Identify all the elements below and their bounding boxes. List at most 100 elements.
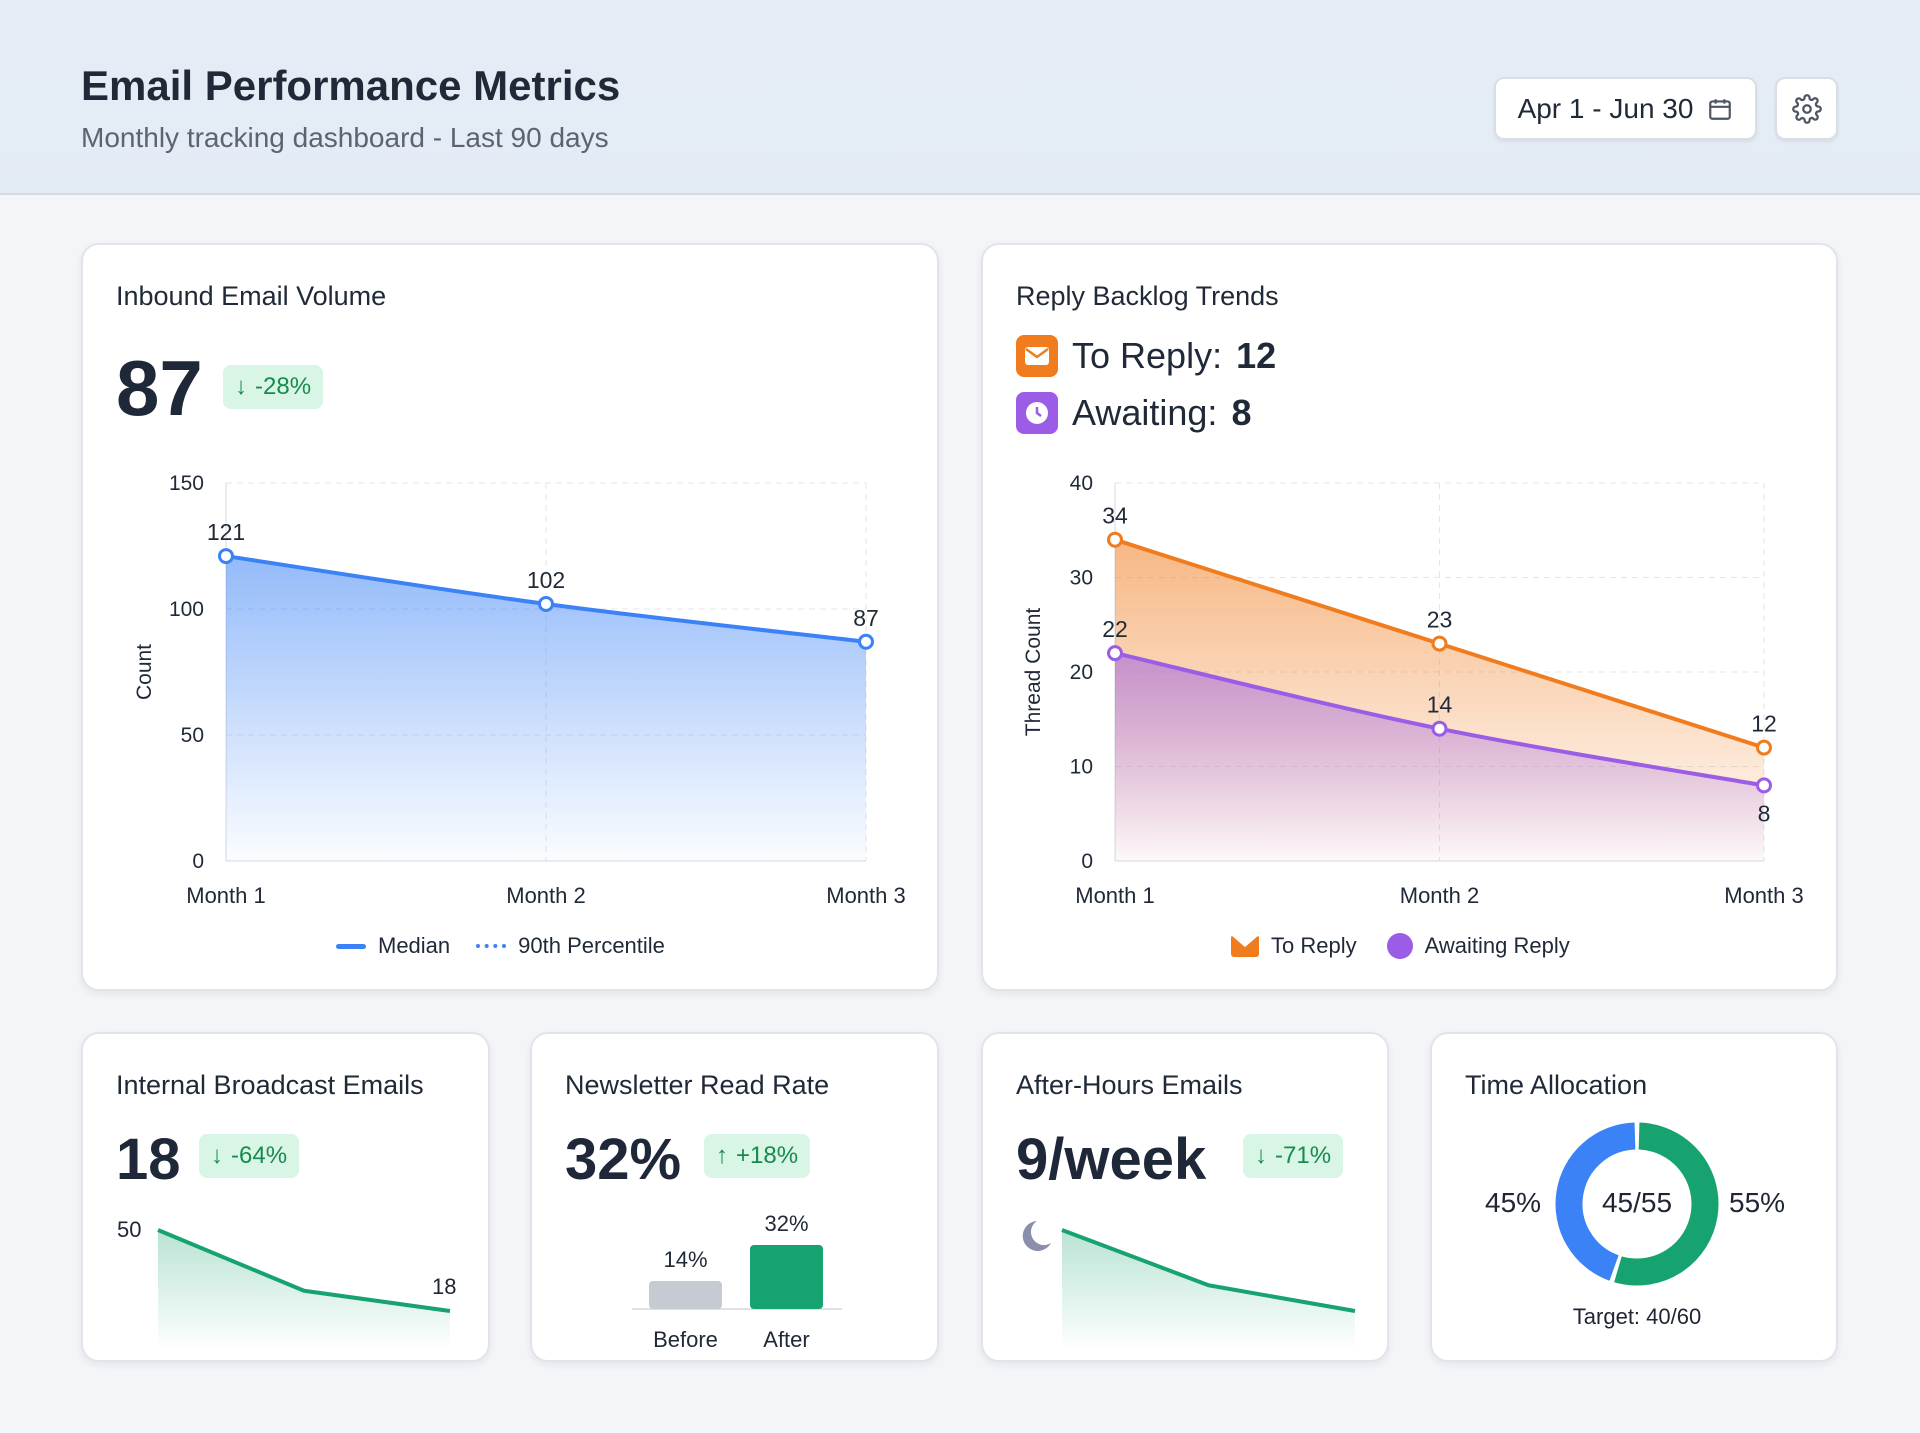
series-area <box>226 556 866 861</box>
data-point <box>538 595 554 612</box>
data-point <box>1756 739 1772 756</box>
legend-median-swatch <box>336 943 366 949</box>
data-point <box>1107 645 1123 662</box>
card-title: Reply Backlog Trends <box>1016 281 1279 311</box>
calendar-icon <box>1709 98 1732 120</box>
donut-center-label: 45/55 <box>1601 1187 1673 1218</box>
y-tick-label: 50 <box>181 724 204 747</box>
card-title: Newsletter Read Rate <box>565 1070 830 1100</box>
sparkline-end-label: 18 <box>432 1274 457 1299</box>
date-range-button[interactable]: Apr 1 - Jun 30 <box>1494 77 1757 140</box>
data-label: 22 <box>1102 616 1128 642</box>
inbound-value: 87 <box>116 344 203 432</box>
afterhours-sparkline <box>1061 1228 1356 1351</box>
right-percentage: 55% <box>1729 1187 1786 1218</box>
legend-awaiting-reply: Awaiting Reply <box>1424 933 1570 958</box>
card-title: Inbound Email Volume <box>116 281 387 311</box>
arrow-down-icon: ↓ <box>211 1142 223 1169</box>
legend-to-reply: To Reply <box>1271 933 1357 958</box>
after-hours-card: After-Hours Emails 9/week ↓ -71% <box>981 1032 1389 1362</box>
y-tick-label: 10 <box>1070 756 1093 779</box>
time-allocation-card: Time Allocation 45% 55% 45/55 Target: 40… <box>1430 1032 1838 1362</box>
internal-broadcast-card: Internal Broadcast Emails 18 ↓ -64% 50 18 <box>81 1032 490 1362</box>
reply-backlog-chart: 0 10 20 30 40 Month 1 Month 2 Month 3 Thread Cou… <box>1022 472 1804 908</box>
data-point <box>1756 777 1772 794</box>
data-label: 34 <box>1102 503 1128 529</box>
sparkline-start-label: 50 <box>117 1217 142 1242</box>
y-axis-label: Count <box>133 644 156 700</box>
bar-value-label: 32% <box>764 1211 808 1236</box>
awaiting-value: 8 <box>1231 392 1252 433</box>
awaiting-stat: Awaiting: 8 <box>1016 392 1251 434</box>
broadcast-value: 18 <box>116 1127 181 1192</box>
arrow-down-icon: ↓ <box>1255 1142 1267 1169</box>
chart-legend: To Reply Awaiting Reply <box>1231 933 1570 959</box>
data-point <box>858 633 874 650</box>
broadcast-sparkline <box>157 1228 451 1351</box>
x-tick-label: Month 3 <box>826 883 906 908</box>
sparkline-area <box>1062 1230 1355 1351</box>
badge-value: -28% <box>255 373 312 400</box>
date-range-label: Apr 1 - Jun 30 <box>1517 92 1694 124</box>
data-point <box>218 548 234 565</box>
y-tick-label: 150 <box>169 472 204 495</box>
inbound-email-volume-card: Inbound Email Volume 87 ↓ -28% 0 50 100 150 M… <box>81 243 939 991</box>
x-tick-label: Month 2 <box>506 883 586 908</box>
bar <box>750 1245 823 1309</box>
sparkline-line <box>1061 1228 1356 1313</box>
header: Email Performance Metrics Monthly tracki… <box>0 0 1920 195</box>
newsletter-value: 32% <box>565 1127 682 1192</box>
y-tick-label: 20 <box>1070 661 1093 684</box>
page-title: Email Performance Metrics <box>81 62 621 109</box>
envelope-icon <box>1016 335 1058 377</box>
x-tick-label: Month 1 <box>186 883 266 908</box>
donut-segment-45 <box>1555 1122 1636 1281</box>
y-tick-label: 30 <box>1070 567 1093 590</box>
arrow-down-icon: ↓ <box>235 373 247 400</box>
bar <box>649 1281 722 1309</box>
awaiting-label: Awaiting: <box>1072 392 1218 433</box>
data-label: 102 <box>527 567 565 593</box>
arrow-up-icon: ↑ <box>716 1142 728 1169</box>
moon-icon <box>1022 1221 1051 1251</box>
change-badge: ↑ +18% <box>704 1134 811 1178</box>
bar-category-label: Before <box>653 1327 718 1352</box>
bar-value-label: 14% <box>663 1247 707 1272</box>
x-tick-label: Month 2 <box>1400 883 1480 908</box>
envelope-icon <box>1231 935 1259 957</box>
time-allocation-donut <box>1555 1122 1719 1286</box>
y-tick-label: 40 <box>1070 472 1093 495</box>
reply-backlog-card: Reply Backlog Trends To Reply: 12 Awaitin… <box>981 243 1838 991</box>
clock-icon <box>1016 392 1058 434</box>
newsletter-read-rate-card: Newsletter Read Rate 32% ↑ +18% 14% Before… <box>530 1032 939 1362</box>
y-axis-label: Thread Count <box>1022 608 1045 737</box>
settings-button[interactable] <box>1775 77 1838 140</box>
legend-p90-swatch <box>476 944 507 948</box>
gear-icon <box>1791 93 1822 124</box>
card-title: Time Allocation <box>1465 1070 1648 1100</box>
inbound-volume-chart: 0 50 100 150 Month 1 Month 2 Month 3 Count 121 10… <box>133 472 906 908</box>
data-point <box>1107 531 1123 548</box>
x-tick-label: Month 3 <box>1724 883 1804 908</box>
change-badge: ↓ -64% <box>199 1134 300 1178</box>
data-label: 23 <box>1427 607 1453 633</box>
card-title: After-Hours Emails <box>1016 1070 1243 1100</box>
change-badge: ↓ -28% <box>223 365 324 409</box>
target-label: Target: 40/60 <box>1572 1304 1702 1329</box>
card-title: Internal Broadcast Emails <box>116 1070 424 1100</box>
data-point <box>1431 635 1448 652</box>
x-tick-label: Month 1 <box>1075 883 1155 908</box>
badge-value: +18% <box>736 1142 799 1169</box>
y-tick-label: 0 <box>1081 850 1093 873</box>
y-tick-label: 100 <box>169 598 204 621</box>
data-label: 87 <box>853 605 879 631</box>
afterhours-value: 9/week <box>1016 1127 1207 1192</box>
data-label: 121 <box>207 519 245 545</box>
to-reply-stat: To Reply: 12 <box>1016 335 1276 377</box>
read-rate-bar-chart: 14% Before 32% After <box>632 1211 842 1352</box>
bar-category-label: After <box>763 1327 809 1352</box>
y-tick-label: 0 <box>192 850 204 873</box>
badge-value: -64% <box>231 1142 288 1169</box>
clock-icon <box>1386 933 1413 959</box>
donut-segment-55 <box>1614 1122 1719 1286</box>
